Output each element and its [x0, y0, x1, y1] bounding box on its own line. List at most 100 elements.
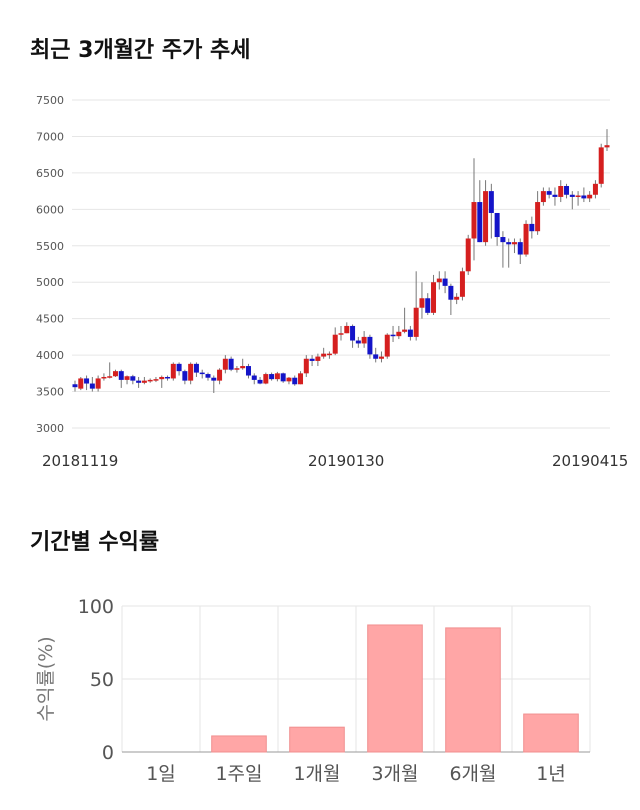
- candle-body: [309, 358, 315, 361]
- candle-body: [506, 242, 512, 245]
- candle-body: [101, 376, 107, 379]
- candle-body: [153, 379, 159, 381]
- chart-title-period-returns: 기간별 수익률: [30, 530, 160, 555]
- candle-body: [431, 282, 437, 313]
- candle-body: [558, 186, 564, 197]
- candle-body: [604, 145, 610, 148]
- candle-body: [147, 379, 153, 382]
- candle-body: [199, 372, 205, 375]
- candle-body: [107, 376, 113, 378]
- candle-body: [176, 363, 182, 372]
- candle-body: [321, 353, 327, 357]
- candle-body: [72, 384, 78, 388]
- candle-body: [124, 376, 130, 380]
- candle-body: [373, 354, 379, 359]
- y-tick-label: 6000: [36, 203, 64, 216]
- y-tick-label: 100: [78, 596, 114, 618]
- candle-body: [286, 377, 292, 382]
- candle-body: [592, 183, 598, 195]
- candle-body: [494, 212, 500, 238]
- candle-body: [112, 371, 118, 377]
- y-tick-label: 5000: [36, 276, 64, 289]
- candle-body: [170, 363, 176, 379]
- candle-body: [413, 307, 419, 337]
- y-tick-label: 4000: [36, 349, 64, 362]
- candle-body: [465, 238, 471, 272]
- candle-body: [587, 194, 593, 199]
- candle-body: [234, 368, 240, 370]
- candle-body: [136, 380, 142, 383]
- candle-body: [211, 377, 217, 381]
- candle-body: [257, 379, 263, 384]
- candle-body: [471, 202, 477, 239]
- candle-body: [315, 356, 321, 361]
- candle-body: [228, 358, 234, 370]
- candlestick-chart: 3000 3500 4000 4500 5000 5500 6000 6500 7000 7500…: [36, 94, 628, 470]
- candle-body: [477, 202, 483, 243]
- y-axis-title: 수익률(%): [35, 636, 57, 721]
- candle-body: [396, 331, 402, 337]
- candle-body: [459, 271, 465, 297]
- candle-body: [222, 358, 228, 370]
- y-tick-label: 6500: [36, 167, 64, 180]
- candle-body: [269, 374, 275, 380]
- candle-body: [332, 334, 338, 354]
- candle-body: [141, 380, 147, 383]
- candle-body: [165, 376, 171, 379]
- candle-body: [193, 363, 199, 373]
- candle-body: [419, 298, 425, 308]
- candle-body: [384, 334, 390, 357]
- y-tick-label: 50: [90, 669, 114, 691]
- candle-body: [240, 366, 246, 369]
- candle-body: [442, 278, 448, 286]
- candle-body: [78, 378, 84, 389]
- candle-body: [500, 237, 506, 243]
- candle-body: [350, 325, 356, 341]
- candle-body: [529, 223, 535, 232]
- candle-body: [488, 191, 494, 213]
- candle-body: [448, 285, 454, 300]
- candle-body: [483, 191, 489, 243]
- x-category-label: 1년: [536, 763, 566, 785]
- candle-body: [378, 356, 384, 359]
- candle-body: [217, 369, 223, 381]
- x-category-label: 3개월: [371, 763, 418, 785]
- y-tick-label: 3500: [36, 386, 64, 399]
- candle-body: [182, 371, 188, 381]
- x-tick-label: 20190130: [308, 452, 384, 470]
- candle-body: [274, 373, 280, 380]
- candle-body: [188, 363, 194, 381]
- y-tick-label: 7000: [36, 130, 64, 143]
- candle-body: [511, 242, 517, 245]
- candle-body: [263, 374, 269, 384]
- candle-body: [575, 195, 581, 197]
- candle-body: [436, 278, 442, 283]
- x-category-label: 1주일: [215, 763, 262, 785]
- candle-body: [245, 366, 251, 376]
- x-tick-label: 20181119: [42, 452, 118, 470]
- bar-1주일: [211, 735, 267, 753]
- candle-body: [159, 376, 165, 380]
- candle-body: [118, 371, 124, 380]
- candle-body: [280, 373, 286, 382]
- x-category-label: 1일: [146, 763, 176, 785]
- candle-body: [251, 375, 257, 380]
- candle-body: [454, 296, 460, 300]
- candle-body: [95, 378, 101, 389]
- candle-body: [89, 383, 95, 389]
- x-category-label: 1개월: [293, 763, 340, 785]
- candle-body: [425, 298, 431, 313]
- candle-body: [523, 223, 529, 255]
- bar-1년: [523, 713, 579, 753]
- candle-body: [344, 325, 350, 334]
- y-tick-label: 4500: [36, 313, 64, 326]
- y-tick-label: 5500: [36, 240, 64, 253]
- bar-3개월: [367, 624, 423, 753]
- candle-body: [338, 333, 344, 335]
- x-tick-label: 20190415: [552, 452, 628, 470]
- chart-title-price-trend: 최근 3개월간 주가 추세: [30, 38, 251, 63]
- candle-body: [298, 373, 304, 385]
- y-tick-label: 7500: [36, 94, 64, 107]
- y-tick-label: 0: [102, 742, 114, 764]
- x-category-label: 6개월: [449, 763, 496, 785]
